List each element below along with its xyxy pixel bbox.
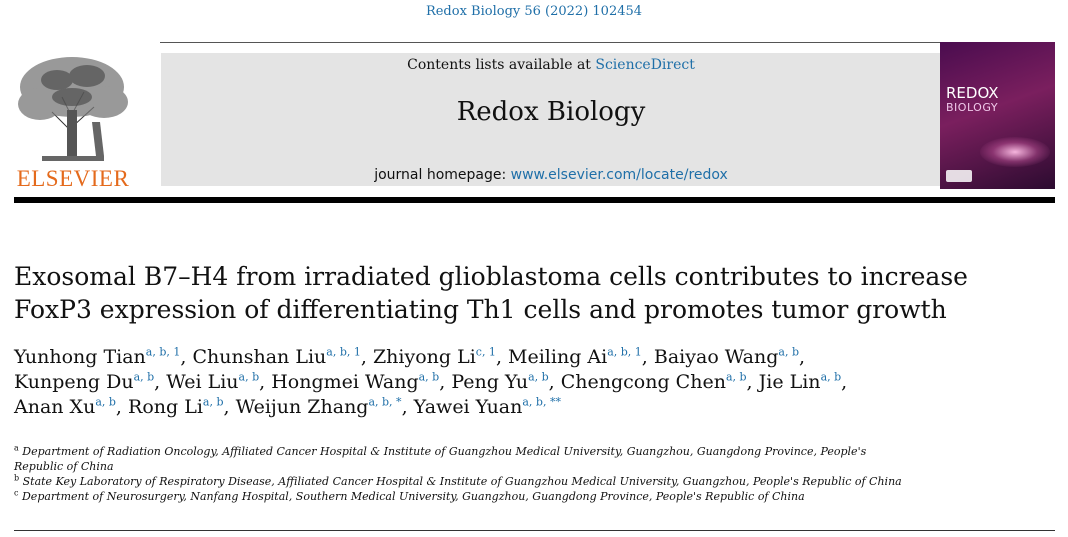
header-thick-rule xyxy=(14,197,1055,203)
author-name[interactable]: Hongmei Wang xyxy=(271,371,419,393)
author-separator: , xyxy=(360,346,373,368)
author-list: Yunhong Tiana, b, 1, Chunshan Liua, b, 1… xyxy=(14,345,1054,420)
affiliation-label: c xyxy=(14,488,19,498)
affiliation-label: b xyxy=(14,473,20,483)
author-name[interactable]: Anan Xu xyxy=(14,396,96,418)
author-name[interactable]: Yawei Yuan xyxy=(413,396,523,418)
author-name[interactable]: Chengcong Chen xyxy=(560,371,726,393)
author-name[interactable]: Peng Yu xyxy=(451,371,529,393)
homepage-link[interactable]: www.elsevier.com/locate/redox xyxy=(510,167,728,183)
elsevier-wordmark: ELSEVIER xyxy=(16,166,130,191)
author-affiliation-sup[interactable]: a, b xyxy=(238,370,260,384)
author-separator: , xyxy=(548,371,561,393)
author-name[interactable]: Weijun Zhang xyxy=(235,396,369,418)
affiliation-item: b State Key Laboratory of Respiratory Di… xyxy=(14,474,914,489)
author-affiliation-sup[interactable]: a, b xyxy=(528,370,549,384)
homepage-prefix: journal homepage: xyxy=(374,167,511,183)
author-line: Anan Xua, b, Rong Lia, b, Weijun Zhanga,… xyxy=(14,395,1054,420)
author-name[interactable]: Wei Liu xyxy=(166,371,239,393)
author-affiliation-sup[interactable]: a, b xyxy=(820,370,842,384)
author-name[interactable]: Baiyao Wang xyxy=(653,346,779,368)
author-separator: , xyxy=(259,371,272,393)
author-affiliation-sup[interactable]: a, b, 1 xyxy=(607,345,642,359)
affiliation-text: Department of Radiation Oncology, Affili… xyxy=(14,445,867,473)
author-affiliation-sup[interactable]: a, b xyxy=(133,370,155,384)
affiliation-item: a Department of Radiation Oncology, Affi… xyxy=(14,444,914,474)
author-separator: , xyxy=(799,346,806,368)
author-line: Yunhong Tiana, b, 1, Chunshan Liua, b, 1… xyxy=(14,345,1054,370)
author-affiliation-sup[interactable]: a, b, 1 xyxy=(145,345,181,359)
author-affiliation-sup[interactable]: a, b, * xyxy=(368,395,402,409)
cover-title: REDOX xyxy=(946,84,999,102)
author-line: Kunpeng Dua, b, Wei Liua, b, Hongmei Wan… xyxy=(14,370,1054,395)
author-name[interactable]: Rong Li xyxy=(128,396,203,418)
journal-banner: Contents lists available at ScienceDirec… xyxy=(161,53,941,186)
article-title: Exosomal B7–H4 from irradiated glioblast… xyxy=(14,260,1054,326)
author-affiliation-sup[interactable]: a, b xyxy=(418,370,440,384)
author-separator: , xyxy=(439,371,452,393)
section-rule xyxy=(14,530,1055,531)
header-rule xyxy=(160,42,940,43)
author-name[interactable]: Zhiyong Li xyxy=(372,346,476,368)
author-affiliation-sup[interactable]: a, b, ** xyxy=(522,395,561,409)
contents-prefix: Contents lists available at xyxy=(407,57,596,73)
affiliation-item: c Department of Neurosurgery, Nanfang Ho… xyxy=(14,489,914,504)
author-name[interactable]: Chunshan Liu xyxy=(192,346,327,368)
homepage-line: journal homepage: www.elsevier.com/locat… xyxy=(161,167,941,183)
title-line: FoxP3 expression of differentiating Th1 … xyxy=(14,295,947,324)
author-separator: , xyxy=(746,371,759,393)
author-affiliation-sup[interactable]: a, b xyxy=(95,395,116,409)
author-affiliation-sup[interactable]: a, b xyxy=(202,395,224,409)
journal-citation[interactable]: Redox Biology 56 (2022) 102454 xyxy=(425,4,643,19)
cover-badge xyxy=(946,170,972,182)
author-separator: , xyxy=(641,346,654,368)
elsevier-logo[interactable]: ELSEVIER xyxy=(12,52,134,192)
elsevier-tree-icon xyxy=(18,57,128,161)
author-separator: , xyxy=(154,371,167,393)
title-line: Exosomal B7–H4 from irradiated glioblast… xyxy=(14,262,968,291)
affiliation-label: a xyxy=(14,443,19,453)
affiliation-list: a Department of Radiation Oncology, Affi… xyxy=(14,444,914,504)
author-name[interactable]: Yunhong Tian xyxy=(14,346,146,368)
author-affiliation-sup[interactable]: a, b xyxy=(778,345,799,359)
cover-art xyxy=(980,137,1050,167)
author-name[interactable]: Kunpeng Du xyxy=(14,371,134,393)
journal-title: Redox Biology xyxy=(456,97,646,127)
author-separator: , xyxy=(223,396,236,418)
affiliation-text: State Key Laboratory of Respiratory Dise… xyxy=(22,475,902,488)
author-name[interactable]: Meiling Ai xyxy=(508,346,608,368)
author-separator: , xyxy=(180,346,193,368)
author-affiliation-sup[interactable]: c, 1 xyxy=(475,345,496,359)
affiliation-text: Department of Neurosurgery, Nanfang Hosp… xyxy=(21,490,805,503)
author-separator: , xyxy=(115,396,129,418)
author-name[interactable]: Jie Lin xyxy=(758,371,821,393)
contents-line: Contents lists available at ScienceDirec… xyxy=(161,57,941,73)
sciencedirect-link[interactable]: ScienceDirect xyxy=(595,57,695,73)
author-separator: , xyxy=(401,396,414,418)
author-affiliation-sup[interactable]: a, b, 1 xyxy=(326,345,361,359)
cover-subtitle: BIOLOGY xyxy=(946,101,999,114)
author-separator: , xyxy=(495,346,509,368)
author-affiliation-sup[interactable]: a, b xyxy=(725,370,747,384)
author-separator: , xyxy=(841,371,848,393)
journal-cover[interactable]: REDOX BIOLOGY xyxy=(940,42,1055,189)
